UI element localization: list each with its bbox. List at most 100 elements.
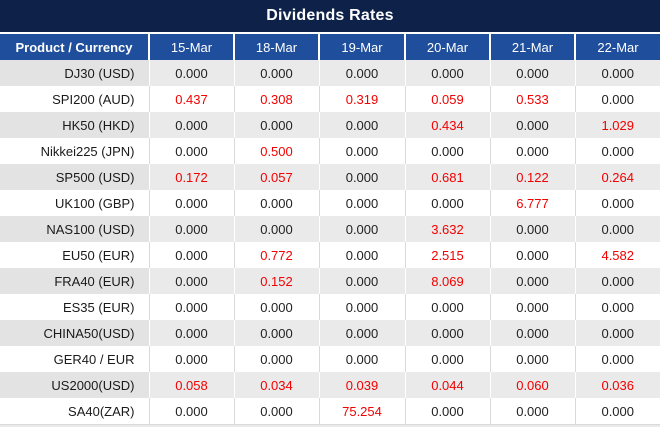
header-row: Product / Currency 15-Mar 18-Mar 19-Mar … — [0, 32, 660, 60]
value-cell: 0.057 — [234, 164, 320, 190]
dividends-table: Product / Currency 15-Mar 18-Mar 19-Mar … — [0, 32, 660, 425]
value-cell: 0.000 — [319, 216, 406, 242]
value-cell: 0.000 — [319, 138, 406, 164]
value-cell: 0.000 — [319, 320, 406, 346]
product-cell: SP500 (USD) — [0, 164, 150, 190]
value-cell: 0.000 — [575, 398, 660, 425]
value-cell: 0.000 — [319, 346, 406, 372]
value-cell: 0.000 — [234, 320, 320, 346]
value-cell: 0.172 — [149, 164, 235, 190]
value-cell: 0.000 — [575, 346, 660, 372]
table-row: GER40 / EUR 0.000 0.000 0.000 0.000 0.000 0.00… — [0, 346, 660, 372]
product-cell: CHINA50(USD) — [0, 320, 150, 346]
value-cell: 0.000 — [319, 112, 406, 138]
value-cell: 0.000 — [490, 294, 576, 320]
product-cell: DJ30 (USD) — [0, 60, 150, 86]
value-cell: 0.000 — [575, 320, 660, 346]
value-cell: 0.437 — [149, 86, 235, 112]
table-row: EU50 (EUR) 0.000 0.772 0.000 2.515 0.000 4.582 — [0, 242, 660, 268]
table-row: UK100 (GBP) 0.000 0.000 0.000 0.000 6.777 0.00… — [0, 190, 660, 216]
value-cell: 0.000 — [149, 346, 235, 372]
value-cell: 0.319 — [319, 86, 406, 112]
product-cell: SA40(ZAR) — [0, 398, 150, 425]
table-row: NAS100 (USD) 0.000 0.000 0.000 3.632 0.000 0.0… — [0, 216, 660, 242]
value-cell: 0.772 — [234, 242, 320, 268]
value-cell: 0.000 — [490, 268, 576, 294]
value-cell: 0.000 — [405, 138, 491, 164]
table-row: US2000(USD) 0.058 0.034 0.039 0.044 0.060 0.03… — [0, 372, 660, 398]
value-cell: 0.000 — [149, 60, 235, 86]
value-cell: 0.000 — [149, 112, 235, 138]
value-cell: 0.000 — [490, 242, 576, 268]
product-cell: US2000(USD) — [0, 372, 150, 398]
value-cell: 0.000 — [575, 138, 660, 164]
column-header-date: 15-Mar — [148, 32, 234, 60]
value-cell: 0.060 — [490, 372, 576, 398]
value-cell: 0.000 — [405, 190, 491, 216]
value-cell: 0.000 — [405, 398, 491, 425]
value-cell: 0.000 — [490, 346, 576, 372]
value-cell: 0.059 — [405, 86, 491, 112]
product-cell: EU50 (EUR) — [0, 242, 150, 268]
value-cell: 0.036 — [575, 372, 660, 398]
value-cell: 0.000 — [490, 320, 576, 346]
value-cell: 75.254 — [319, 398, 406, 425]
value-cell: 0.000 — [575, 60, 660, 86]
value-cell: 0.000 — [319, 294, 406, 320]
value-cell: 0.500 — [234, 138, 320, 164]
value-cell: 0.000 — [490, 216, 576, 242]
table-row: CHINA50(USD) 0.000 0.000 0.000 0.000 0.000 0.0… — [0, 320, 660, 346]
value-cell: 0.000 — [575, 190, 660, 216]
value-cell: 0.044 — [405, 372, 491, 398]
product-cell: HK50 (HKD) — [0, 112, 150, 138]
table-title: Dividends Rates — [0, 0, 660, 32]
value-cell: 0.000 — [405, 294, 491, 320]
column-header-date: 22-Mar — [574, 32, 660, 60]
value-cell: 0.000 — [319, 164, 406, 190]
value-cell: 0.000 — [319, 242, 406, 268]
value-cell: 0.000 — [149, 268, 235, 294]
value-cell: 0.000 — [405, 320, 491, 346]
value-cell: 0.308 — [234, 86, 320, 112]
value-cell: 0.000 — [234, 190, 320, 216]
table-row: SPI200 (AUD) 0.437 0.308 0.319 0.059 0.533 0.0… — [0, 86, 660, 112]
value-cell: 3.632 — [405, 216, 491, 242]
value-cell: 0.264 — [575, 164, 660, 190]
value-cell: 0.000 — [490, 138, 576, 164]
value-cell: 0.000 — [149, 138, 235, 164]
value-cell: 0.000 — [575, 216, 660, 242]
table-row: ES35 (EUR) 0.000 0.000 0.000 0.000 0.000 0.000 — [0, 294, 660, 320]
value-cell: 0.122 — [490, 164, 576, 190]
value-cell: 1.029 — [575, 112, 660, 138]
next-row-sliver — [0, 425, 660, 427]
table-row: DJ30 (USD) 0.000 0.000 0.000 0.000 0.000 0.000 — [0, 60, 660, 86]
value-cell: 0.000 — [149, 320, 235, 346]
value-cell: 6.777 — [490, 190, 576, 216]
table-body: DJ30 (USD) 0.000 0.000 0.000 0.000 0.000 0.000… — [0, 60, 660, 425]
value-cell: 0.000 — [575, 294, 660, 320]
value-cell: 2.515 — [405, 242, 491, 268]
value-cell: 0.000 — [149, 242, 235, 268]
value-cell: 0.000 — [405, 346, 491, 372]
value-cell: 8.069 — [405, 268, 491, 294]
value-cell: 0.000 — [234, 398, 320, 425]
value-cell: 0.000 — [149, 398, 235, 425]
product-cell: FRA40 (EUR) — [0, 268, 150, 294]
value-cell: 0.000 — [490, 60, 576, 86]
table-row: FRA40 (EUR) 0.000 0.152 0.000 8.069 0.000 0.00… — [0, 268, 660, 294]
value-cell: 0.000 — [149, 294, 235, 320]
value-cell: 0.039 — [319, 372, 406, 398]
value-cell: 0.000 — [575, 268, 660, 294]
column-header-date: 18-Mar — [233, 32, 319, 60]
value-cell: 0.000 — [149, 190, 235, 216]
value-cell: 0.058 — [149, 372, 235, 398]
value-cell: 0.000 — [234, 112, 320, 138]
table-row: HK50 (HKD) 0.000 0.000 0.000 0.434 0.000 1.029 — [0, 112, 660, 138]
product-cell: SPI200 (AUD) — [0, 86, 150, 112]
column-header-product: Product / Currency — [0, 32, 149, 60]
value-cell: 4.582 — [575, 242, 660, 268]
product-cell: ES35 (EUR) — [0, 294, 150, 320]
value-cell: 0.000 — [405, 60, 491, 86]
value-cell: 0.000 — [319, 190, 406, 216]
value-cell: 0.000 — [149, 216, 235, 242]
